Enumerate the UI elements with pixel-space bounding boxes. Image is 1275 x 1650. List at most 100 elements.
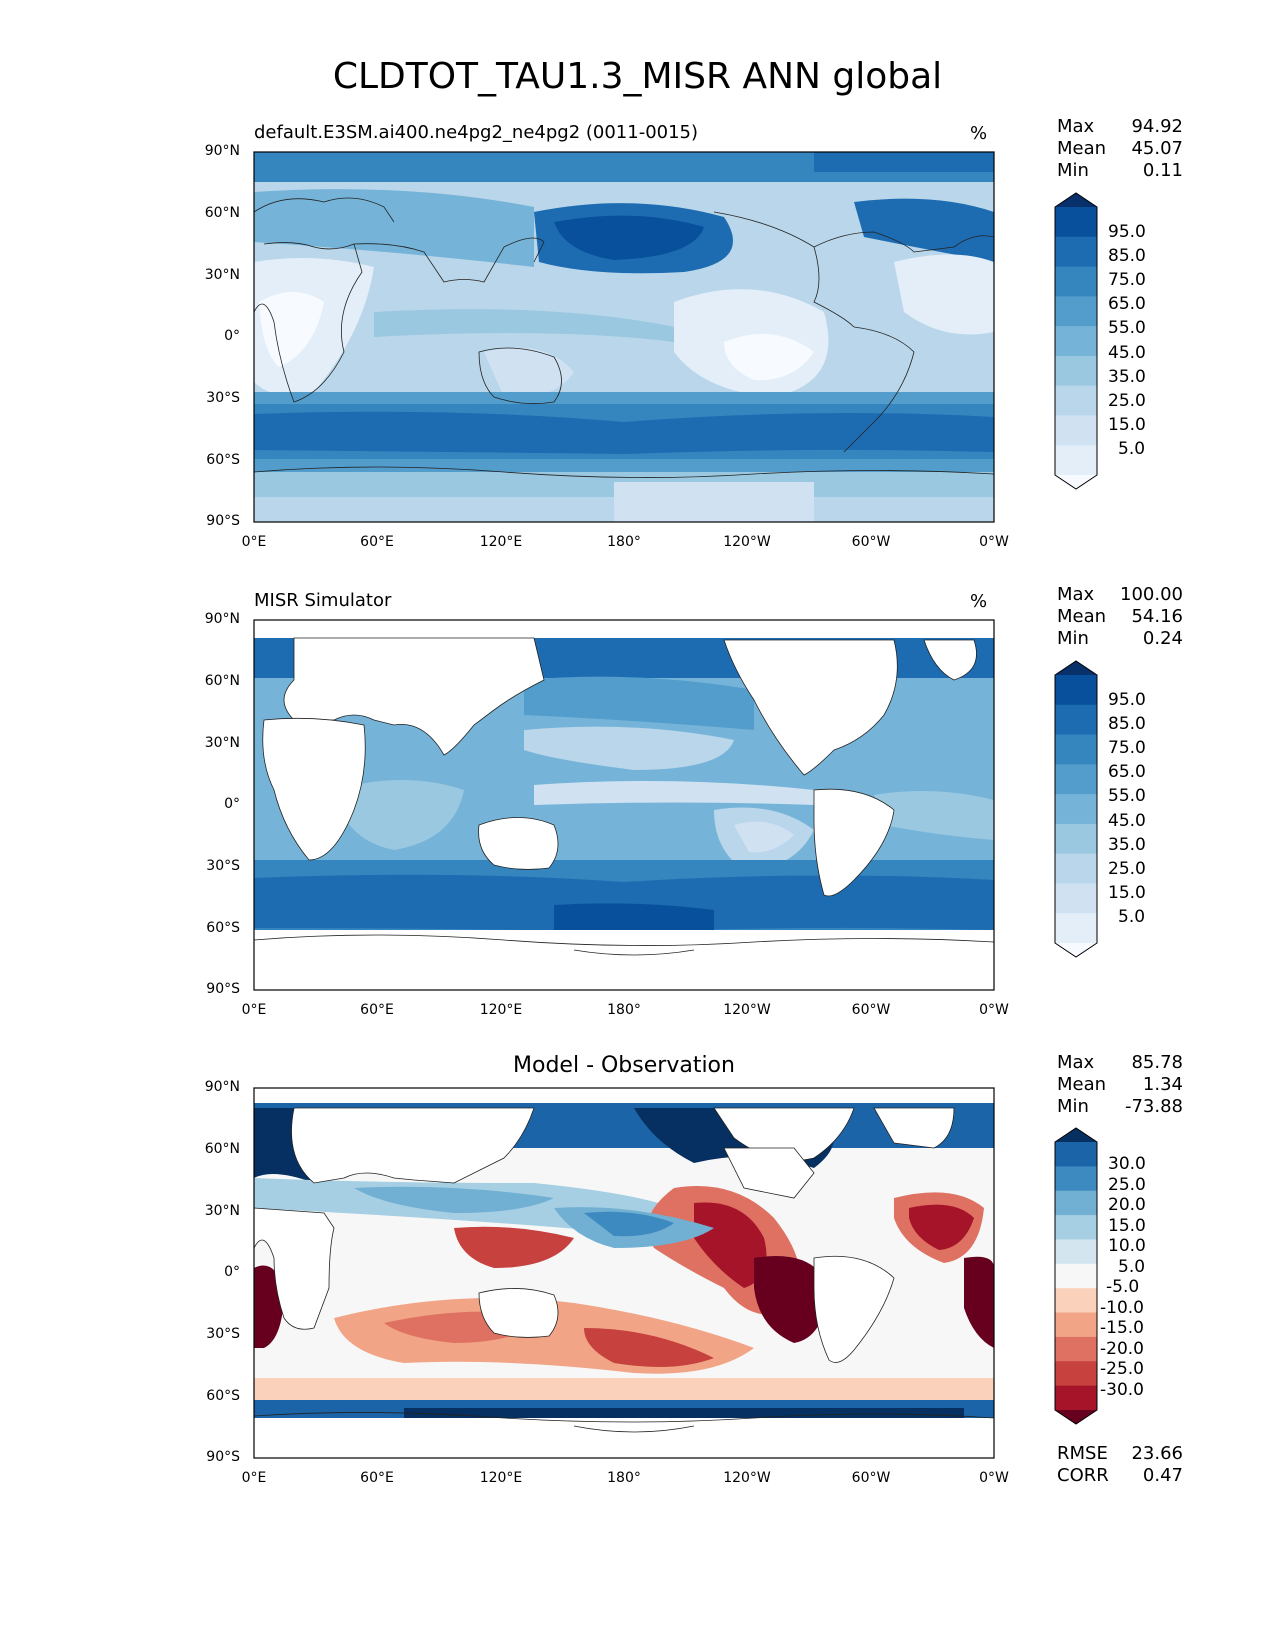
diff-red-au-south	[584, 1328, 714, 1367]
colorbar-outline	[1054, 660, 1098, 958]
p1-mean-label: Mean	[1057, 138, 1107, 159]
panel-model-title: default.E3SM.ai400.ne4pg2_ne4pg2 (0011-0…	[254, 122, 699, 143]
obs-so-dark	[554, 903, 714, 934]
p3-corr-value: 0.47	[1142, 1465, 1183, 1486]
p3-xtick-180: 180°	[607, 1470, 641, 1486]
colorbar-swatch	[1055, 764, 1097, 795]
p2-cb-label: 75.0	[1108, 738, 1146, 758]
diff-so-pink	[254, 1378, 994, 1400]
p1-cb-label: 35.0	[1108, 367, 1146, 387]
p3-cb-label: 30.0	[1108, 1154, 1146, 1174]
colorbar-extend-top	[1055, 1128, 1097, 1142]
model-nh-storm-track-pacific-core	[554, 215, 704, 260]
colorbar-swatch	[1055, 415, 1097, 446]
colorbar-swatch	[1055, 1142, 1097, 1167]
colorbar-extend-bottom	[1055, 1410, 1097, 1424]
p2-xtick-120w: 120°W	[723, 1002, 771, 1018]
p2-mean-label: Mean	[1057, 606, 1107, 627]
p3-corr-label: CORR	[1057, 1465, 1109, 1486]
p3-xtick-60w: 60°W	[851, 1470, 891, 1486]
colorbar-swatch	[1055, 236, 1097, 268]
map-diff	[253, 1087, 995, 1459]
p2-ytick-30n: 30°N	[204, 735, 240, 751]
colorbar-swatch	[1055, 1385, 1097, 1411]
p1-cb-label: 65.0	[1108, 294, 1146, 314]
p3-xtick-0e: 0°E	[241, 1470, 267, 1486]
colorbar-model	[1054, 192, 1098, 490]
panel-diff-title: Model - Observation	[513, 1053, 735, 1078]
colorbar-swatch	[1055, 207, 1097, 238]
p3-cb-label: -15.0	[1100, 1318, 1144, 1338]
p3-mean-label: Mean	[1057, 1074, 1107, 1095]
p2-ytick-90n: 90°N	[204, 611, 240, 627]
colorbar-extend-bottom	[1055, 475, 1097, 489]
panel-obs-unit: %	[970, 591, 988, 612]
p1-cb-label: 95.0	[1108, 222, 1146, 242]
colorbar-swatch	[1055, 355, 1097, 387]
diff-red-se-pacific	[754, 1256, 829, 1343]
p2-cb-label: 25.0	[1108, 859, 1146, 879]
colorbar-obs	[1054, 660, 1098, 958]
p3-ytick-0: 0°	[224, 1264, 240, 1280]
p3-cb-label: 20.0	[1108, 1195, 1146, 1215]
colorbar-diff	[1054, 1127, 1098, 1425]
p3-ytick-90n: 90°N	[204, 1079, 240, 1095]
p3-mean-value: 1.34	[1142, 1074, 1183, 1095]
colorbar-swatch	[1055, 1190, 1097, 1216]
panel-model-unit: %	[970, 123, 988, 144]
p2-xtick-0w: 0°W	[979, 1002, 1009, 1018]
model-subtropic-africa-core	[259, 292, 324, 367]
p1-ytick-60s: 60°S	[206, 452, 240, 468]
colorbar-outline	[1054, 192, 1098, 490]
colorbar-outline	[1054, 1127, 1098, 1425]
p3-cb-label: -25.0	[1100, 1359, 1144, 1379]
colorbar-extend-top	[1055, 661, 1097, 675]
p3-max-label: Max	[1057, 1052, 1095, 1073]
model-subtropic-atlantic	[894, 254, 994, 335]
p1-ytick-90n: 90°N	[204, 143, 240, 159]
p1-min-value: 0.11	[1142, 160, 1183, 181]
colorbar-extend-bottom	[1055, 943, 1097, 957]
p1-ytick-30s: 30°S	[206, 390, 240, 406]
model-band-so-core	[254, 411, 994, 454]
map-model	[253, 151, 995, 523]
p3-xtick-60e: 60°E	[360, 1470, 394, 1486]
colorbar-swatch	[1055, 1215, 1097, 1240]
p3-ytick-60s: 60°S	[206, 1388, 240, 1404]
colorbar-swatch	[1055, 883, 1097, 914]
p3-xtick-120w: 120°W	[723, 1470, 771, 1486]
obs-indian-ocean	[334, 780, 464, 850]
obs-sw-atlantic-light	[874, 791, 994, 840]
obs-coastlines	[253, 934, 995, 956]
p1-ytick-90s: 90°S	[206, 513, 240, 529]
colorbar-swatch	[1055, 1361, 1097, 1387]
p3-rmse-label: RMSE	[1057, 1443, 1108, 1464]
p1-cb-label: 45.0	[1108, 343, 1146, 363]
p2-ytick-60n: 60°N	[204, 673, 240, 689]
colorbar-swatch	[1055, 1336, 1097, 1362]
diff-land	[253, 1107, 955, 1363]
colorbar-swatch	[1055, 794, 1097, 825]
model-nh-midlat	[254, 189, 534, 267]
colorbar-swatch	[1055, 266, 1097, 297]
p2-xtick-60e: 60°E	[360, 1002, 394, 1018]
p2-cb-label: 65.0	[1108, 762, 1146, 782]
model-antarctic-bright	[614, 482, 814, 522]
p3-cb-label: 10.0	[1108, 1236, 1146, 1256]
colorbar-swatch	[1055, 1263, 1097, 1289]
colorbar-swatch	[1055, 1166, 1097, 1192]
colorbar-swatch	[1055, 1312, 1097, 1338]
model-itcz	[374, 309, 674, 342]
model-coastlines	[253, 197, 995, 478]
model-subtropic-pacific-core	[724, 334, 814, 381]
p3-xtick-0w: 0°W	[979, 1470, 1009, 1486]
p2-ytick-30s: 30°S	[206, 858, 240, 874]
p1-cb-label: 5.0	[1118, 439, 1146, 459]
p2-cb-label: 45.0	[1108, 811, 1146, 831]
p3-cb-label: 5.0	[1118, 1257, 1146, 1277]
colorbar-swatch	[1055, 823, 1097, 855]
p1-xtick-120e: 120°E	[479, 534, 523, 550]
obs-nh-pacific	[524, 676, 754, 730]
p3-ytick-60n: 60°N	[204, 1141, 240, 1157]
p3-metrics: RMSE 23.66 CORR 0.47	[1057, 1443, 1183, 1487]
